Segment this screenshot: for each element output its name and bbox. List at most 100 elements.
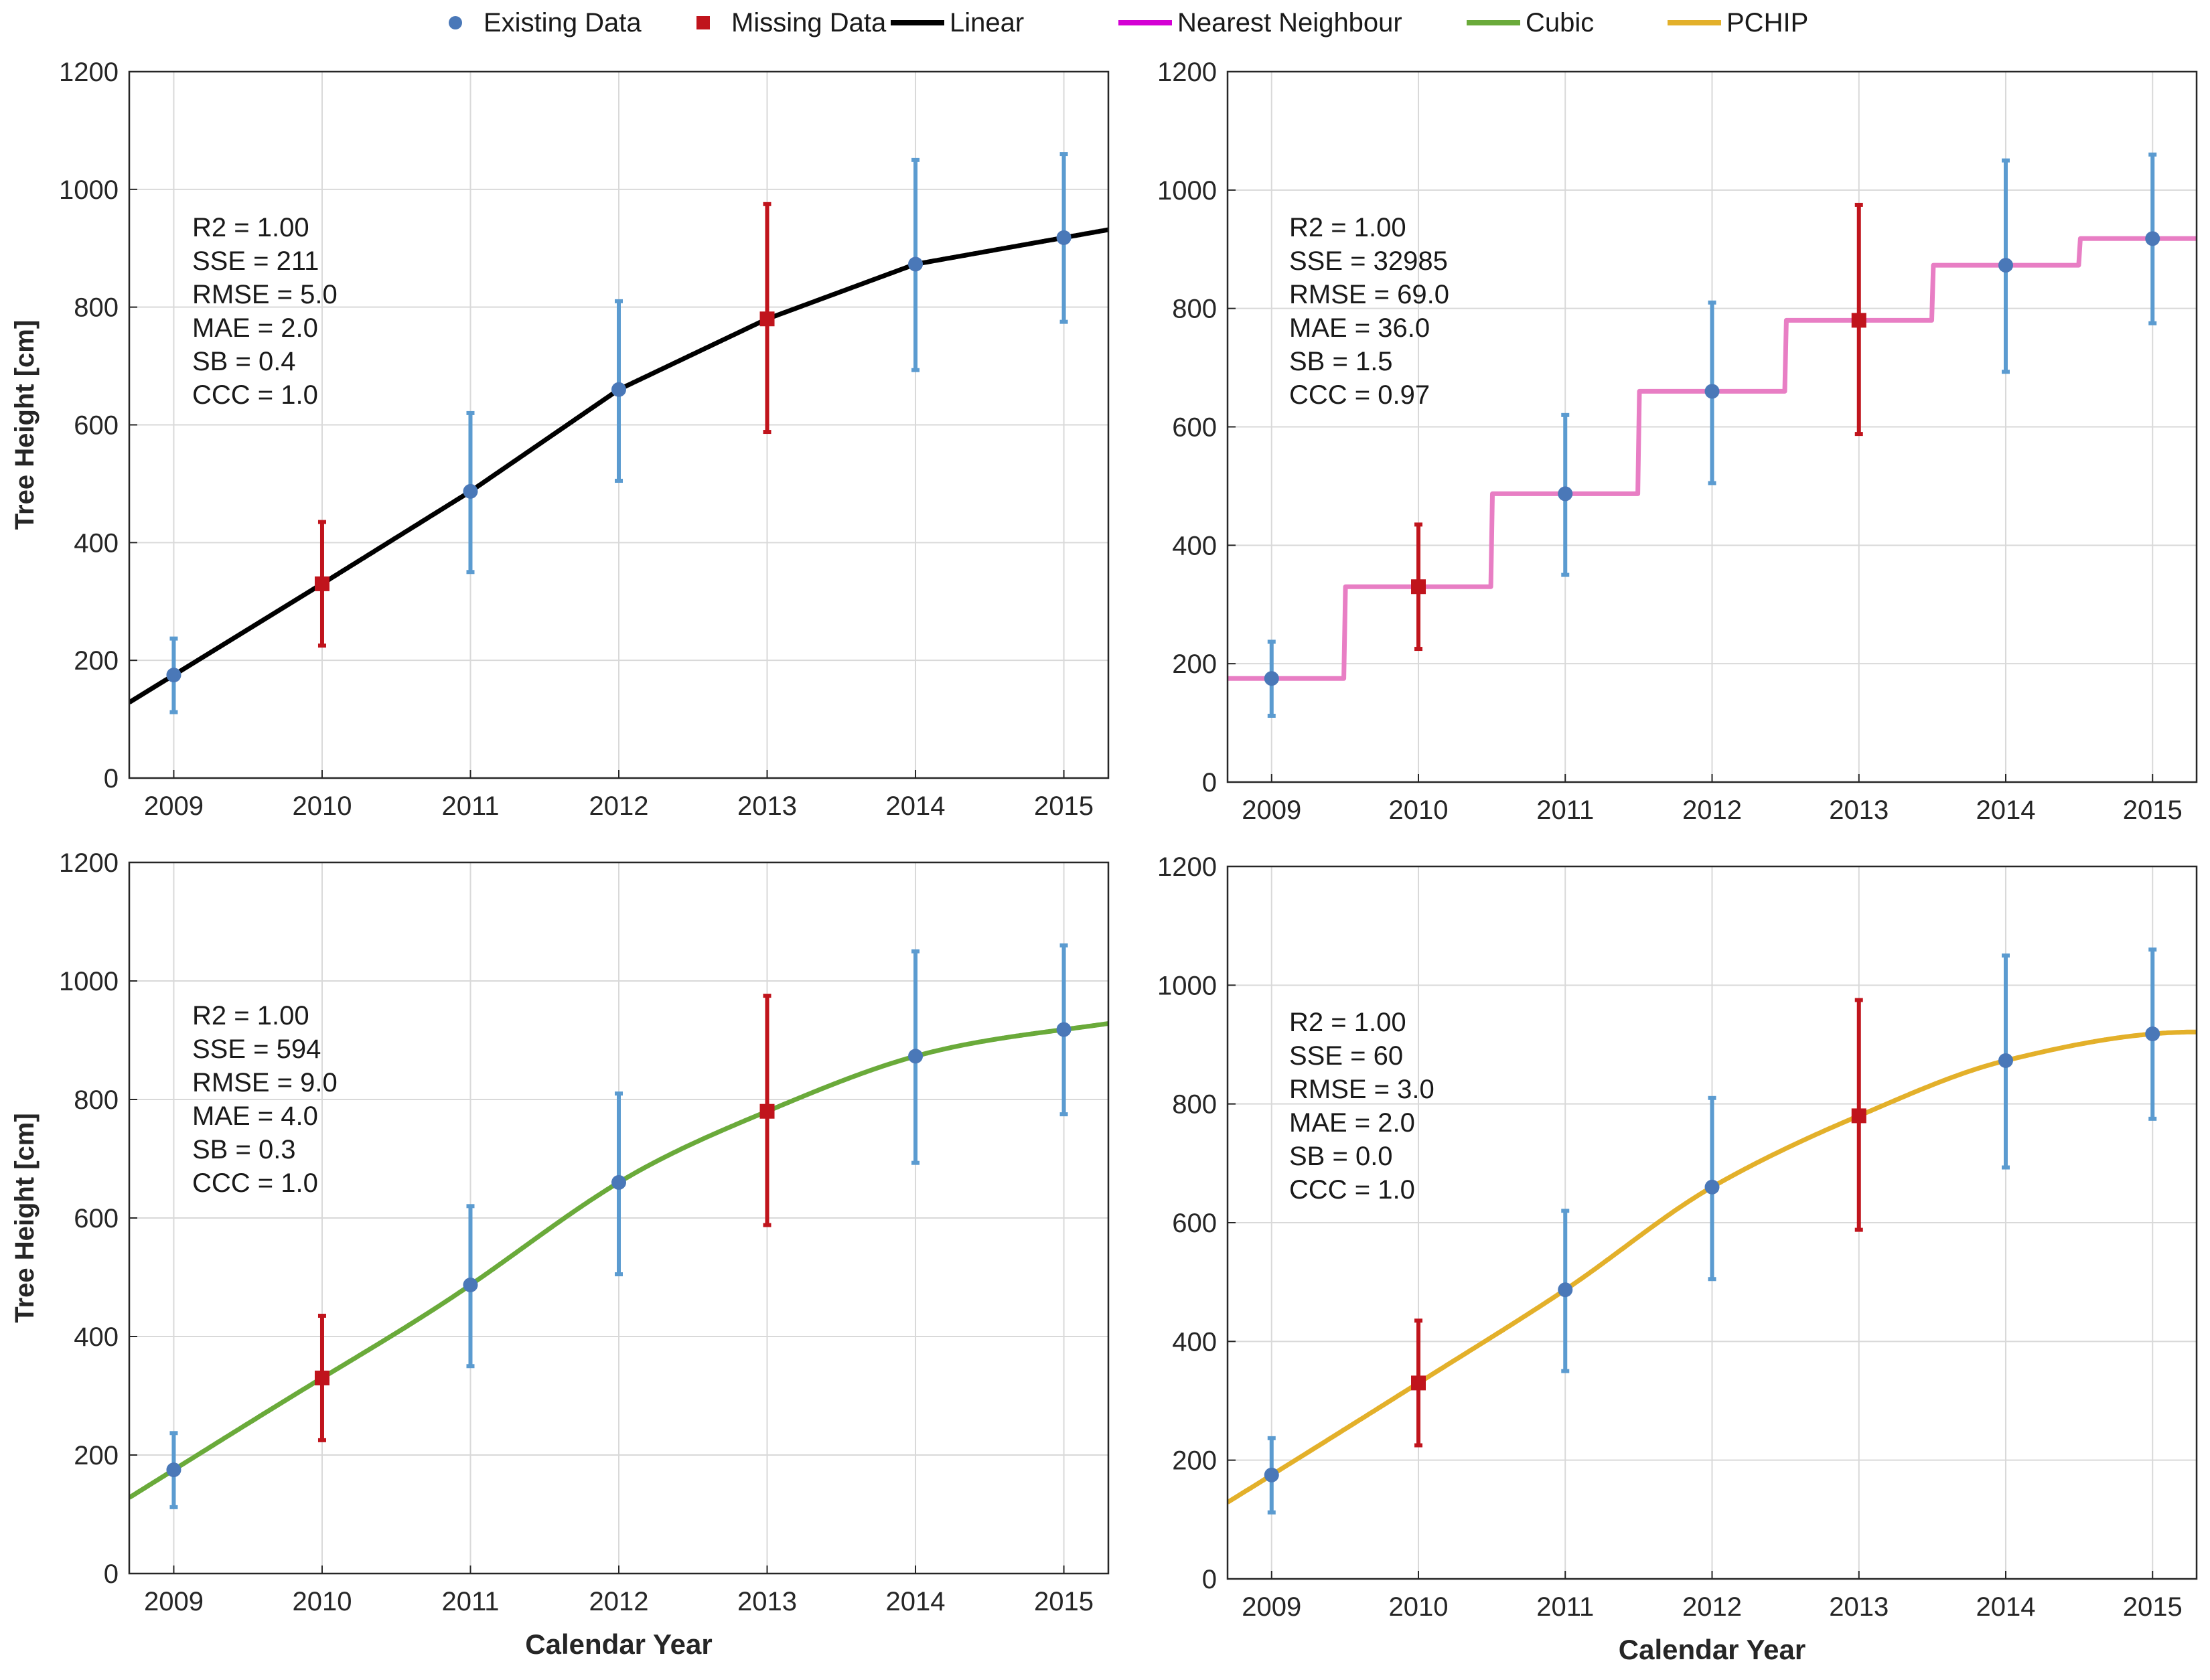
existing-data-point <box>1998 1053 2013 1068</box>
existing-data-point <box>1056 230 1072 245</box>
y-tick-label: 200 <box>1172 1446 1217 1476</box>
existing-data-point <box>1264 1467 1279 1482</box>
y-tick-label: 1000 <box>59 967 119 996</box>
legend-label: PCHIP <box>1726 8 1808 37</box>
existing-data-point <box>611 382 626 397</box>
stats-line: SSE = 211 <box>192 246 319 276</box>
y-tick-label: 1200 <box>59 848 119 878</box>
legend-label: Cubic <box>1526 8 1594 37</box>
x-tick-label: 2014 <box>886 791 946 821</box>
stats-line: R2 = 1.00 <box>192 1001 309 1030</box>
y-tick-label: 600 <box>74 411 119 441</box>
x-tick-label: 2010 <box>1389 1592 1449 1622</box>
y-tick-label: 0 <box>104 1559 119 1589</box>
stats-line: CCC = 1.0 <box>192 1168 318 1198</box>
y-tick-label: 1000 <box>59 175 119 205</box>
x-tick-label: 2012 <box>1682 1592 1742 1622</box>
y-tick-label: 400 <box>74 528 119 558</box>
y-tick-label: 1200 <box>1157 58 1217 87</box>
legend-item: Linear <box>891 8 1024 37</box>
stats-line: RMSE = 69.0 <box>1289 280 1449 309</box>
chart-panel-cubic: 2009 2010 2011 2012 2013 2014 2015 0 200 400 600 80… <box>10 848 1110 1660</box>
chart-panel-pchip: 2009 2010 2011 2012 2013 2014 2015 0 200 400 600 80… <box>1157 852 2198 1665</box>
stats-line: MAE = 4.0 <box>192 1101 318 1131</box>
existing-data-point <box>166 1462 181 1478</box>
y-tick-label: 1200 <box>1157 852 1217 882</box>
legend-marker-existing <box>449 16 462 29</box>
x-tick-label: 2012 <box>1682 795 1742 825</box>
missing-data-point <box>1851 1108 1866 1124</box>
stats-line: CCC = 1.0 <box>192 380 318 410</box>
stats-line: SB = 0.3 <box>192 1135 296 1164</box>
stats-line: MAE = 2.0 <box>192 313 318 343</box>
existing-data-point <box>1264 671 1279 686</box>
stats-line: RMSE = 9.0 <box>192 1068 338 1097</box>
stats-line: R2 = 1.00 <box>1289 213 1406 242</box>
y-tick-label: 400 <box>1172 1327 1217 1357</box>
stats-line: SSE = 60 <box>1289 1041 1403 1071</box>
y-tick-label: 200 <box>74 646 119 676</box>
existing-data-point <box>463 483 478 499</box>
existing-data-point <box>1998 258 2013 273</box>
existing-data-point <box>166 668 181 683</box>
x-tick-label: 2014 <box>1976 1592 2035 1622</box>
axes-frame <box>1226 70 2198 783</box>
x-tick-label: 2012 <box>589 791 649 821</box>
y-tick-label: 1000 <box>1157 176 1217 206</box>
existing-data-point <box>2145 1026 2160 1042</box>
x-tick-label: 2010 <box>292 791 352 821</box>
stats-line: SSE = 32985 <box>1289 246 1448 276</box>
legend-item: PCHIP <box>1668 8 1808 37</box>
stats-line: RMSE = 3.0 <box>1289 1075 1434 1104</box>
legend-label: Linear <box>950 8 1024 37</box>
stats-line: MAE = 2.0 <box>1289 1108 1415 1138</box>
missing-data-point <box>1411 579 1426 595</box>
existing-data-point <box>1704 384 1720 399</box>
stats-line: SB = 0.0 <box>1289 1142 1393 1171</box>
chart-panel-nearest-neighbour: 2009 2010 2011 2012 2013 2014 2015 0 200 400 600 80… <box>1157 58 2198 825</box>
axes-frame <box>1226 865 2198 1580</box>
y-tick-label: 400 <box>1172 531 1217 560</box>
legend-label: Missing Data <box>731 8 887 37</box>
stats-line: R2 = 1.00 <box>192 213 309 242</box>
legend: Existing Data Missing Data Linear Nearest N… <box>449 8 1808 37</box>
y-tick-label: 600 <box>1172 413 1217 443</box>
y-tick-label: 200 <box>74 1441 119 1470</box>
y-tick-label: 600 <box>1172 1209 1217 1238</box>
y-axis-label: Tree Height [cm] <box>10 320 40 530</box>
x-axis-label: Calendar Year <box>525 1628 712 1660</box>
existing-data-point <box>611 1174 626 1190</box>
x-tick-label: 2015 <box>1034 791 1094 821</box>
x-tick-label: 2011 <box>1536 795 1594 825</box>
axes-frame <box>128 861 1110 1575</box>
missing-data-point <box>314 576 329 591</box>
x-tick-label: 2014 <box>886 1587 946 1616</box>
legend-item: Cubic <box>1467 8 1594 37</box>
x-tick-label: 2015 <box>2123 1592 2183 1622</box>
stats-line: SB = 1.5 <box>1289 347 1393 376</box>
y-tick-label: 1000 <box>1157 971 1217 1000</box>
legend-label: Nearest Neighbour <box>1177 8 1402 37</box>
x-tick-label: 2009 <box>1242 1592 1301 1622</box>
legend-marker-missing <box>696 16 710 29</box>
stats-line: CCC = 1.0 <box>1289 1175 1415 1205</box>
y-tick-label: 800 <box>74 293 119 323</box>
x-tick-label: 2014 <box>1976 795 2035 825</box>
legend-label: Existing Data <box>484 8 642 37</box>
existing-data-point <box>908 256 924 272</box>
x-tick-label: 2009 <box>1242 795 1301 825</box>
stats-line: SSE = 594 <box>192 1035 321 1064</box>
legend-item: Missing Data <box>696 8 887 37</box>
x-tick-label: 2010 <box>1389 795 1449 825</box>
y-tick-label: 0 <box>104 764 119 793</box>
stats-line: R2 = 1.00 <box>1289 1008 1406 1037</box>
x-tick-label: 2009 <box>144 791 204 821</box>
stats-line: SB = 0.4 <box>192 347 296 376</box>
x-tick-label: 2011 <box>441 1587 499 1616</box>
stats-line: CCC = 0.97 <box>1289 380 1430 410</box>
y-axis-label: Tree Height [cm] <box>10 1113 40 1322</box>
chart-panel-linear: 2009 2010 2011 2012 2013 2014 2015 0 200 400 600 80… <box>10 58 1110 821</box>
y-tick-label: 400 <box>74 1322 119 1352</box>
y-tick-label: 0 <box>1202 1565 1217 1594</box>
